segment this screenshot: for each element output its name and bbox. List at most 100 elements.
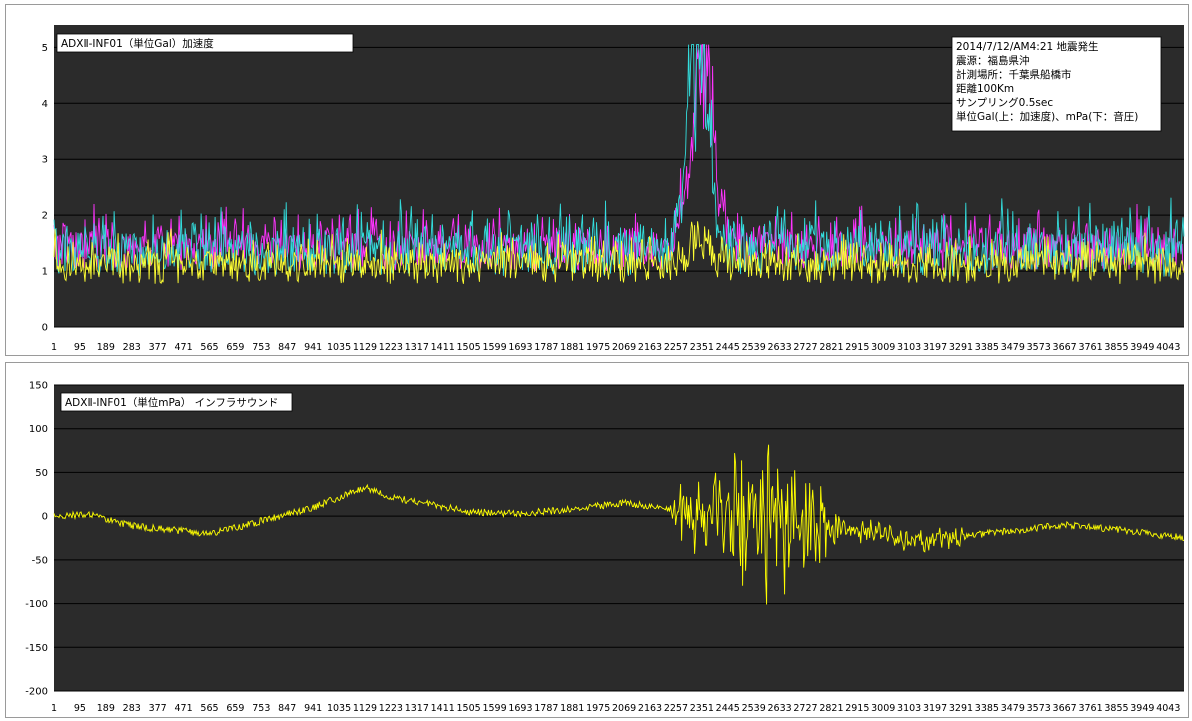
x-tick-label: 1693 [508,342,532,353]
x-tick-label: 3573 [1027,703,1051,714]
x-tick-label: 847 [278,342,296,353]
annotation-line: 計測場所：千葉県船橋市 [956,68,1072,81]
x-tick-label: 377 [149,342,167,353]
x-tick-label: 2727 [793,703,817,714]
x-tick-label: 3949 [1130,342,1154,353]
y-tick-label: 0 [42,512,48,523]
x-tick-label: 3761 [1078,342,1102,353]
x-tick-label: 4043 [1156,703,1180,714]
x-tick-label: 1035 [327,703,351,714]
y-tick-label: 3 [42,155,48,166]
x-tick-label: 3479 [1001,342,1025,353]
x-tick-label: 3103 [897,703,921,714]
x-tick-label: 1317 [405,342,429,353]
x-tick-label: 941 [304,342,322,353]
infrasound-chart-panel: -200 -150 -100 -50 0 50 100 150 1 95 189 283 377 471… [5,362,1189,718]
x-tick-label: 471 [174,342,192,353]
x-tick-label: 753 [252,703,270,714]
x-tick-label: 283 [123,703,141,714]
x-tick-label: 2163 [638,703,662,714]
series-line [53,444,1185,605]
x-tick-label: 3291 [949,342,973,353]
y-tick-labels: -200 -150 -100 -50 0 50 100 150 [25,381,48,698]
x-tick-label: 1317 [405,703,429,714]
x-tick-label: 2821 [819,703,843,714]
series-line [53,221,1185,285]
x-tick-label: 1975 [586,342,610,353]
x-tick-label: 1411 [431,703,455,714]
x-tick-label: 1129 [353,703,377,714]
x-tick-label: 1787 [534,703,558,714]
chart-title-box [56,33,354,53]
x-tick-label: 3761 [1078,703,1102,714]
x-tick-label: 2069 [612,342,636,353]
x-tick-label: 2633 [767,703,791,714]
x-tick-label: 1881 [560,342,584,353]
x-tick-label: 3855 [1104,342,1128,353]
x-tick-label: 1787 [534,342,558,353]
x-tick-label: 1505 [457,703,481,714]
x-tick-label: 3197 [923,703,947,714]
y-tick-label: -200 [25,687,48,698]
x-tick-label: 3103 [897,342,921,353]
y-tick-label: -150 [25,643,48,654]
annotation-line: 単位Gal(上：加速度)、mPa(下：音圧) [956,110,1138,123]
chart-title: ADXⅡ-INF01（単位Gal）加速度 [61,37,214,50]
y-tick-label: -50 [32,555,48,566]
x-tick-label: 95 [74,703,86,714]
x-tick-label: 2915 [845,703,869,714]
x-tick-label: 95 [74,342,86,353]
x-tick-label: 3949 [1130,703,1154,714]
x-tick-label: 847 [278,703,296,714]
x-tick-label: 659 [226,342,244,353]
y-tick-label: 50 [35,468,48,479]
annotation-box [951,36,1162,132]
x-tick-label: 941 [304,703,322,714]
x-tick-label: 2351 [690,342,714,353]
x-tick-label: 2163 [638,342,662,353]
x-tick-label: 1411 [431,342,455,353]
x-tick-label: 565 [200,703,218,714]
x-tick-label: 1975 [586,703,610,714]
y-tick-label: 1 [42,267,48,278]
x-tick-label: 1505 [457,342,481,353]
plot-area [54,385,1184,691]
chart-title-box [60,392,293,412]
x-tick-label: 2539 [742,703,766,714]
x-tick-label: 2445 [716,342,740,353]
x-tick-label: 1 [51,342,57,353]
x-tick-label: 565 [200,342,218,353]
x-tick-label: 3479 [1001,703,1025,714]
x-tick-label: 283 [123,342,141,353]
annotation-line: 震源：福島県沖 [956,54,1030,67]
x-tick-label: 1035 [327,342,351,353]
y-gridlines [54,384,1184,692]
series-group [53,444,1185,605]
x-tick-label: 1223 [379,703,403,714]
y-tick-label: 150 [29,381,48,392]
y-tick-label: 4 [42,99,48,110]
x-tick-labels: 1 95 189 283 377 471 565 659 753 847 941 1035 1129 12… [51,342,1180,353]
series-group [53,43,1185,285]
x-tick-label: 3009 [871,342,895,353]
x-tick-label: 3291 [949,703,973,714]
x-tick-label: 2915 [845,342,869,353]
x-tick-label: 3667 [1053,342,1077,353]
x-tick-label: 189 [97,703,115,714]
chart-title: ADXⅡ-INF01（単位mPa） インフラサウンド [65,396,278,409]
x-tick-label: 3385 [975,703,999,714]
x-tick-label: 659 [226,703,244,714]
x-tick-label: 1 [51,703,57,714]
x-tick-label: 3009 [871,703,895,714]
x-tick-label: 3385 [975,342,999,353]
x-tick-label: 2727 [793,342,817,353]
x-tick-label: 3573 [1027,342,1051,353]
x-tick-labels: 1 95 189 283 377 471 565 659 753 847 941 1035 1129 12… [51,703,1180,714]
annotation-line: 2014/7/12/AM4:21 地震発生 [956,40,1099,53]
y-tick-labels: 0 1 2 3 4 5 [42,43,48,334]
x-tick-label: 3197 [923,342,947,353]
x-tick-label: 1599 [482,342,506,353]
x-tick-label: 753 [252,342,270,353]
